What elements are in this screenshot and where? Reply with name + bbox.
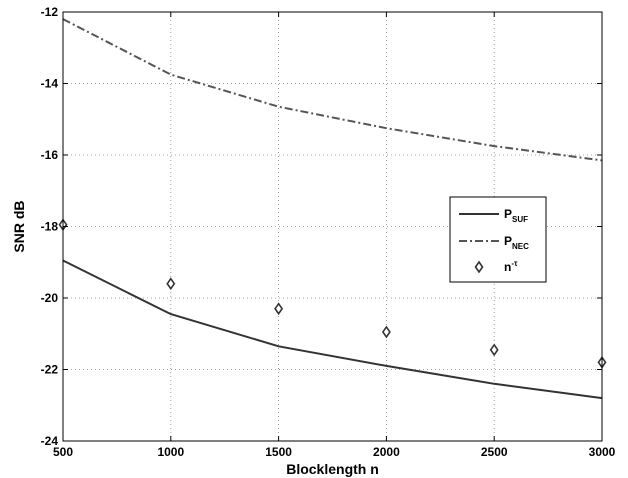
ticks: 500 1000 1500 2000 2500 3000 -24 -22 -20 -18 -16 -1… [41,5,616,459]
legend-entry: PNEC [459,234,529,251]
data-point-marker [274,302,284,316]
y-tick-label: -22 [41,363,59,377]
y-tick-label: -14 [41,77,59,91]
series-line [62,18,603,162]
x-tick-label: 3000 [589,445,616,459]
y-tick-label: -18 [41,220,59,234]
data-point-marker [166,277,176,291]
x-axis-label: Blocklength n [286,461,379,477]
legend-label: PSUF [504,207,528,224]
y-tick-label: -20 [41,291,59,305]
legend-label: PNEC [504,234,529,251]
x-tick-label: 2000 [373,445,400,459]
y-tick-label: -24 [41,434,59,448]
series-2 [62,18,603,162]
legend: PSUF PNEC n-τ [449,196,547,283]
y-axis-label: SNR dB [11,200,27,252]
legend-marker [474,260,484,274]
y-tick-label: -16 [41,148,59,162]
x-tick-label: 2500 [481,445,508,459]
y-tick-label: -12 [41,5,59,19]
legend-box [449,196,547,283]
series-line [62,259,603,400]
legend-label: n-τ [504,259,518,274]
x-tick-label: 500 [53,445,73,459]
data-point-marker [381,325,391,339]
legend-entry: PSUF [459,207,528,224]
data-point-marker [489,343,499,357]
x-tick-label: 1000 [157,445,184,459]
series-1 [62,259,603,400]
legend-entry: n-τ [474,259,518,274]
x-tick-label: 1500 [265,445,292,459]
